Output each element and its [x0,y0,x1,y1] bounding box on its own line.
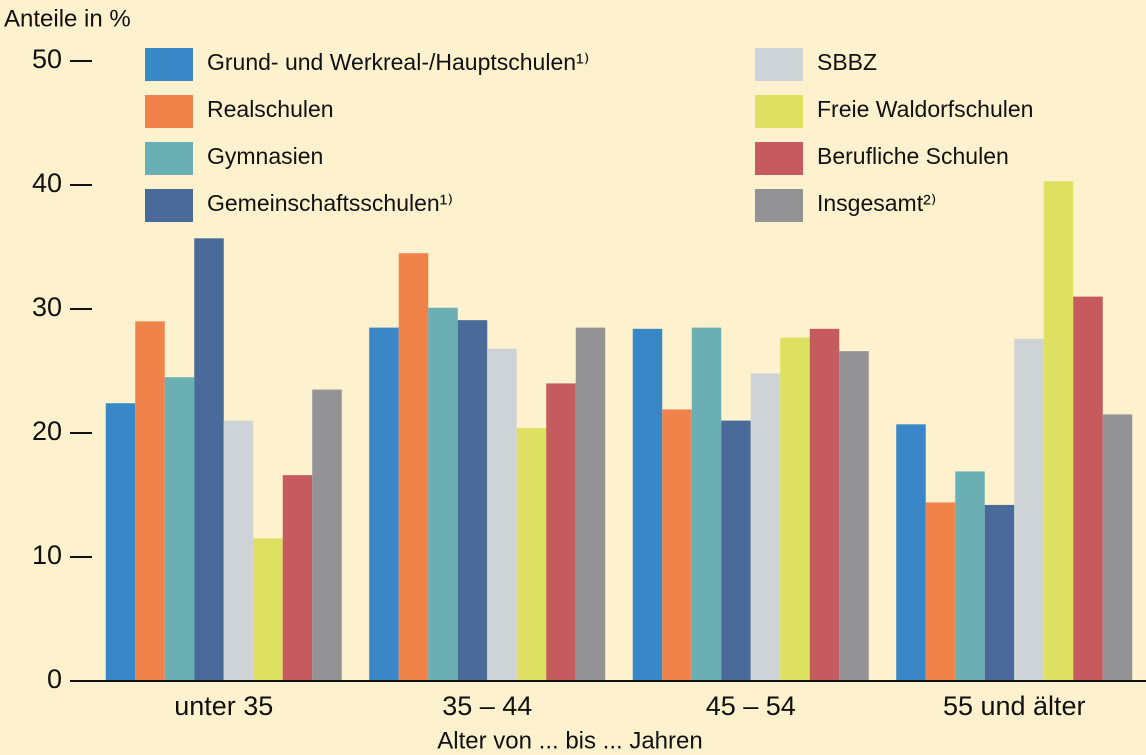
y-tick-label: 40 [32,168,62,198]
bar [398,253,429,681]
bar [105,403,136,681]
legend-label: Gymnasien [207,143,323,169]
bar [1014,338,1044,681]
x-tick-label: 45 – 54 [706,691,796,721]
legend-swatch [755,142,803,175]
bar [750,373,781,681]
y-tick-label: 20 [32,416,62,446]
bar [955,471,985,681]
legend-label: SBBZ [817,49,877,75]
x-tick-label: 35 – 44 [442,691,532,721]
bar [1102,414,1133,681]
bar [516,428,547,681]
bar [1073,296,1103,681]
legend-swatch [145,142,193,175]
bar [1043,181,1074,681]
legend-swatch [755,95,803,128]
x-tick-label: unter 35 [174,691,273,721]
bar [662,409,692,681]
bar [780,337,810,681]
legend-swatch [755,48,803,81]
bar [691,327,722,681]
legend-label: Insgesamt²⁾ [817,190,936,216]
legend-label: Realschulen [207,96,334,122]
bar [457,320,488,681]
legend-swatch [145,189,193,222]
bar [925,502,956,681]
bar [223,420,254,681]
bar [428,307,458,681]
legend-label: Berufliche Schulen [817,143,1009,169]
bar [575,327,606,681]
y-tick-label: 0 [47,664,62,694]
legend-swatch [145,95,193,128]
bar [839,351,869,681]
x-axis-label: Alter von ... bis ... Jahren [437,727,702,754]
legend-swatch [145,48,193,81]
bar [546,383,576,681]
legend-swatch [755,189,803,222]
bar [809,328,840,681]
bar [896,424,926,681]
y-tick-label: 10 [32,540,62,570]
bar [164,377,195,681]
bar [135,321,165,681]
bar [487,348,517,681]
bar [721,420,751,681]
bar [984,504,1015,681]
legend-label: Freie Waldorfschulen [817,96,1033,122]
bar [253,538,283,681]
y-tick-label: 50 [32,44,62,74]
y-tick-label: 30 [32,292,62,322]
bar [282,475,313,681]
bar [632,328,663,681]
bar [369,327,399,681]
x-tick-label: 55 und älter [943,691,1086,721]
y-axis-label: Anteile in % [4,5,131,32]
bar [312,389,342,681]
bar [194,238,224,681]
legend-label: Grund- und Werkreal-/Hauptschulen¹⁾ [207,49,589,75]
legend-label: Gemeinschaftsschulen¹⁾ [207,190,453,216]
